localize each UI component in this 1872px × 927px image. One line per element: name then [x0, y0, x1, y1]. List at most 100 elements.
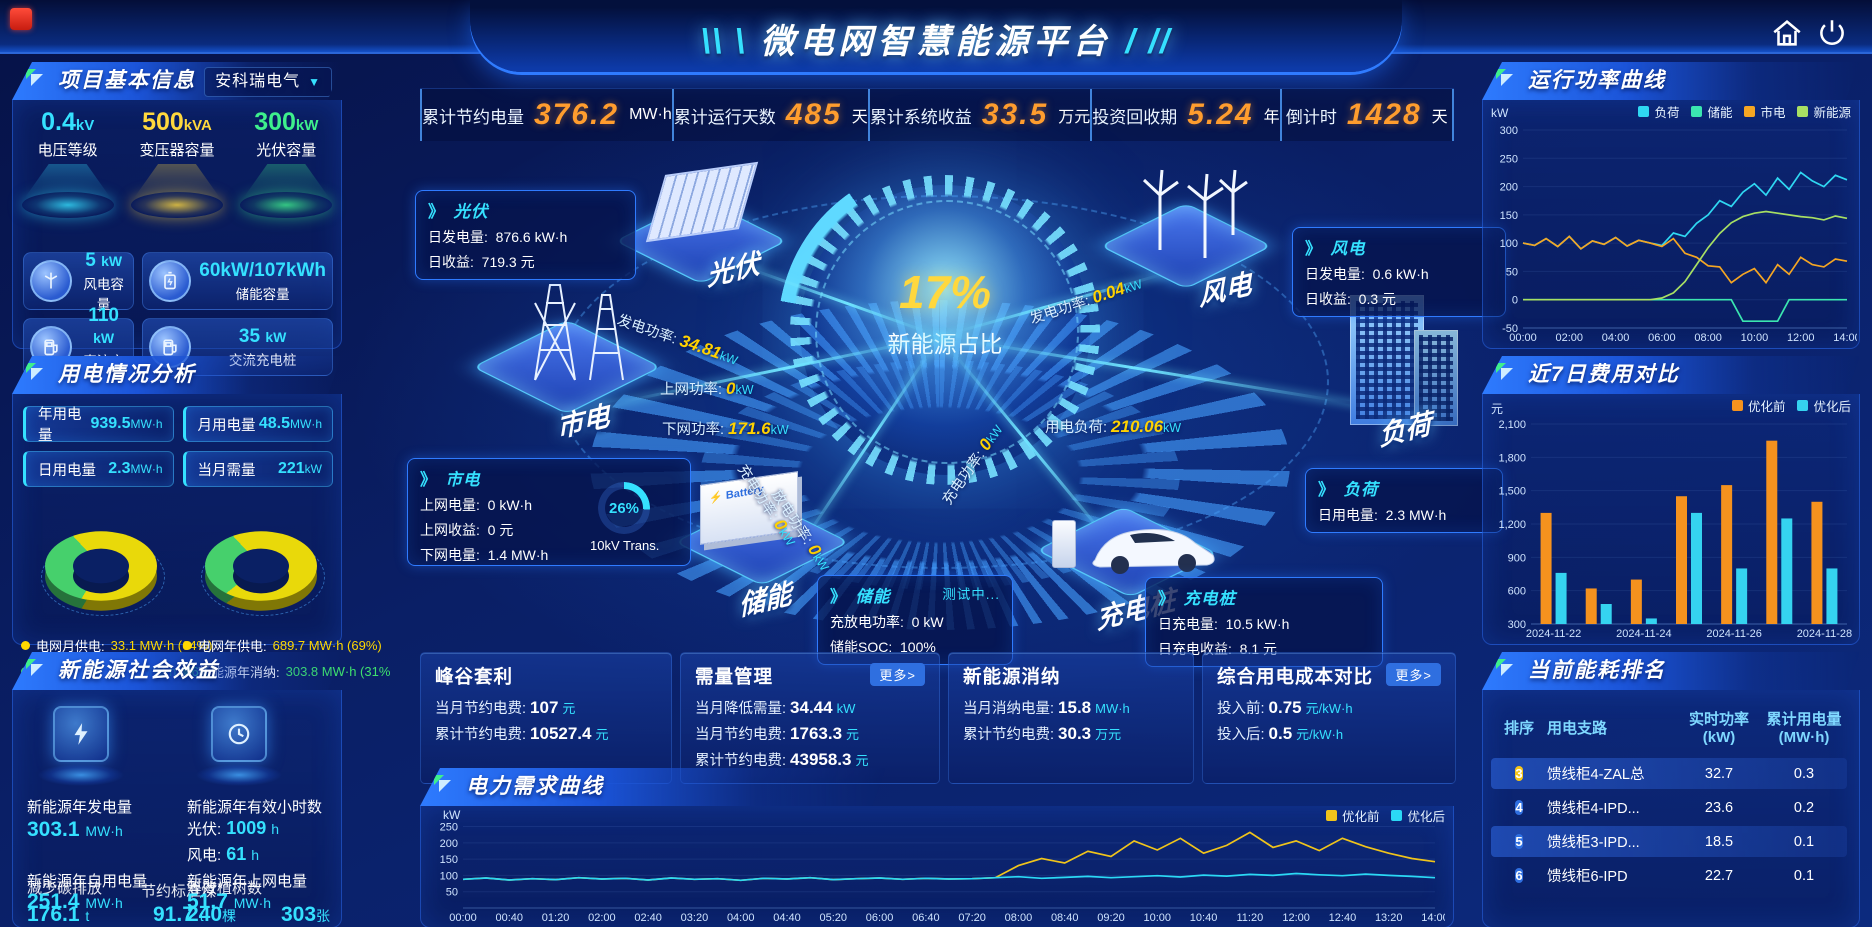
- svg-text:12:40: 12:40: [1329, 912, 1357, 924]
- info-box-title: 》负荷: [1318, 481, 1379, 499]
- bottom-panel-title: 峰谷套利: [435, 666, 514, 687]
- panel-peak-valley: 峰谷套利 当月节约电费: 107 元累计节约电费: 10527.4 元: [420, 652, 672, 784]
- light-cone: [133, 164, 220, 198]
- bottom-panel-title: 综合用电成本对比 更多>: [1217, 663, 1441, 689]
- realtime-power: 22.7: [1704, 867, 1734, 884]
- legend-label: 电网月供电:: [36, 639, 105, 654]
- load-info-box: 》负荷日用电量: 2.3 MW·h: [1305, 468, 1503, 533]
- home-icon[interactable]: [1770, 16, 1804, 50]
- legend-dot: [183, 641, 192, 650]
- svg-text:250: 250: [1500, 153, 1518, 165]
- flow-unit: kW: [1163, 421, 1182, 435]
- bottom-panel-row: 累计节约电费: 30.3 万元: [963, 724, 1122, 743]
- kpi-label: 累计节约电量: [422, 107, 524, 127]
- legend-swatch: [1325, 810, 1337, 821]
- info-box-row: 日收益: 0.3 元: [1305, 291, 1397, 307]
- chart-legend-item[interactable]: 负荷: [1638, 102, 1679, 121]
- svg-text:100: 100: [440, 870, 458, 882]
- pv-info-box: 》光伏 日发电量: 876.6 kW·h 日收益: 719.3 元: [415, 190, 636, 280]
- svg-text:300: 300: [1500, 125, 1518, 137]
- chart-legend-item[interactable]: 优化前: [1325, 806, 1379, 825]
- flow-unit: kW: [1122, 277, 1145, 296]
- svg-text:08:00: 08:00: [1005, 912, 1033, 924]
- info-box-row: 日收益: 719.3 元: [428, 254, 535, 270]
- rank-table-row[interactable]: 6 馈线柜6-IPD 22.7 0.1: [1491, 860, 1847, 891]
- chart-svg: 250 200 150 100 50 00:00 00:40 01:20 02:00 02…: [440, 822, 1449, 924]
- usage-chip: 当月需量 221kW: [182, 451, 333, 487]
- run-power-legend: 负荷 储能 市电 新能源: [1638, 102, 1851, 121]
- svg-text:200: 200: [1500, 182, 1518, 194]
- legend-swatch: [1638, 106, 1650, 117]
- svg-text:600: 600: [1508, 586, 1526, 598]
- chart-legend-item[interactable]: 市电: [1744, 102, 1785, 121]
- card-value: 110 kW: [88, 304, 119, 346]
- svg-text:02:00: 02:00: [1556, 332, 1584, 344]
- chip-label: 日用电量: [38, 462, 96, 479]
- bottom-panel-row: 当月节约电费: 107 元: [435, 698, 576, 717]
- card-value: 60kW/107kWh: [199, 259, 326, 281]
- svg-text:2024-11-28: 2024-11-28: [1797, 628, 1852, 640]
- rank-header-cell: 实时功率 (kW): [1688, 711, 1749, 746]
- corner-chevron-icon: [26, 69, 48, 91]
- panel-usage-analysis: 用电情况分析 年用电量 939.5MW·h 月用电量 48.5MW·h 日用电量…: [12, 356, 390, 680]
- panel-project-title: 项目基本信息 安科瑞电气 ▼: [12, 62, 342, 100]
- rank-table-row[interactable]: 5 馈线柜3-IPD... 18.5 0.1: [1491, 826, 1847, 857]
- svg-text:02:00: 02:00: [588, 912, 616, 924]
- chip-value: 48.5MW·h: [258, 415, 322, 432]
- bottom-panel-title: 需量管理 更多>: [695, 663, 925, 689]
- kpi-label: 累计运行天数: [673, 107, 776, 127]
- info-box-title: 》充电桩: [1158, 590, 1236, 608]
- branch-name: 馈线柜4-ZAL总: [1547, 767, 1645, 783]
- carbon-value: 176.1 t: [27, 903, 90, 926]
- branch-name: 馈线柜6-IPD: [1547, 869, 1628, 885]
- panel-7day-cost-title: 近7日费用对比: [1482, 356, 1860, 394]
- kpi-cell: 累计节约电量 376.2 MW·h: [420, 89, 672, 141]
- kpi-label: 投资回收期: [1092, 107, 1178, 127]
- flow-value: 0: [726, 379, 736, 398]
- kpi-cell: 累计系统收益 33.5 万元: [867, 89, 1090, 141]
- svg-text:05:20: 05:20: [820, 912, 848, 924]
- kpi-label: 累计系统收益: [869, 107, 972, 127]
- rank-badge: 3: [1515, 765, 1523, 781]
- branch-name: 馈线柜4-IPD...: [1547, 801, 1640, 817]
- svg-text:2024-11-26: 2024-11-26: [1706, 628, 1761, 640]
- capacity-podium: 500kVA 变压器容量: [125, 108, 229, 218]
- ev-car-graphic: [1075, 505, 1225, 590]
- clock-icon: [211, 706, 267, 762]
- more-button[interactable]: 更多>: [1386, 663, 1441, 686]
- company-select[interactable]: 安科瑞电气 ▼: [204, 67, 332, 97]
- flow-load-power: 用电负荷: 210.06kW: [1045, 416, 1181, 437]
- chart-legend-item[interactable]: 优化前: [1731, 396, 1785, 415]
- info-box-row: 上网收益: 0 元: [420, 522, 514, 538]
- gen-value: 303.1 MW·h: [27, 818, 123, 841]
- flow-unit: kW: [735, 383, 754, 397]
- svg-text:07:20: 07:20: [958, 912, 986, 924]
- orb-arc-highlight: [778, 163, 1112, 497]
- bottom-panel-title: 新能源消纳: [963, 666, 1061, 687]
- glow-pad: [130, 192, 223, 218]
- chart-legend-item[interactable]: 优化后: [1797, 396, 1851, 415]
- svg-text:03:20: 03:20: [681, 912, 709, 924]
- more-button[interactable]: 更多>: [870, 663, 925, 686]
- rank-badge: 4: [1515, 799, 1523, 815]
- rank-table-row[interactable]: 4 馈线柜4-IPD... 23.6 0.2: [1491, 792, 1847, 823]
- wind-turbine-icon: [30, 260, 72, 302]
- bottom-panel-row: 投入前: 0.75 元/kW·h: [1217, 698, 1353, 717]
- svg-text:14:00: 14:00: [1833, 332, 1857, 344]
- trees-value: 240棵: [187, 903, 237, 926]
- svg-text:50: 50: [446, 887, 458, 899]
- hours-pv: 光伏: 1009 h: [187, 818, 280, 838]
- load-building2-graphic: [1414, 330, 1458, 426]
- chart-legend-item[interactable]: 储能: [1691, 102, 1732, 121]
- chart-legend-item[interactable]: 新能源: [1797, 102, 1851, 121]
- info-box-row: 储能SOC: 100%: [830, 639, 936, 655]
- kpi-cell: 累计运行天数 485 天: [671, 89, 868, 141]
- power-icon[interactable]: [1815, 16, 1849, 50]
- panel-social-benefit: 新能源社会效益 新能源年发电量 303.1 MW·h 新能源年有效小时数 光伏:…: [12, 652, 342, 927]
- podium-value: 300: [254, 108, 296, 136]
- info-box-row: 日用电量: 2.3 MW·h: [1318, 507, 1447, 523]
- bottom-panel-row: 当月降低需量: 34.44 kW: [695, 698, 856, 717]
- chart-legend-item[interactable]: 优化后: [1391, 806, 1445, 825]
- rank-table-row[interactable]: 3 馈线柜4-ZAL总 32.7 0.3: [1491, 758, 1847, 789]
